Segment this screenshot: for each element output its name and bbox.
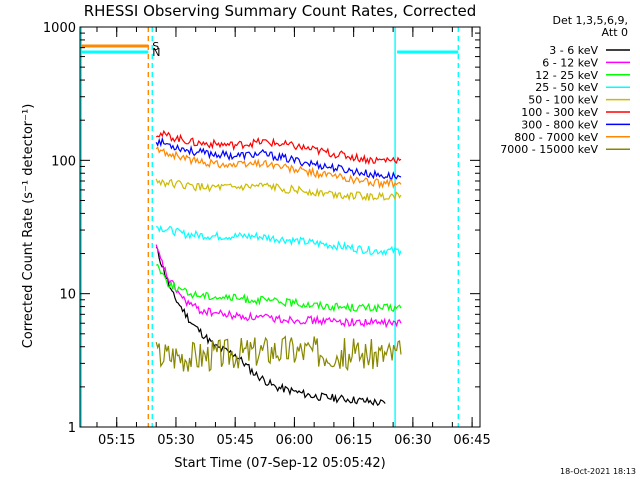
legend-header-line: Att 0 [602,26,628,39]
y-tick-label: 1 [68,421,76,436]
x-axis-label: Start Time (07-Sep-12 05:05:42) [174,456,385,471]
legend-entry-label: 50 - 100 keV [528,94,598,107]
series-line-4 [155,224,402,257]
legend-entry-label: 12 - 25 keV [535,69,598,82]
flag-label-n: N [152,46,160,59]
legend-entry-label: 7000 - 15000 keV [500,143,598,156]
flag-label-s: S [152,40,159,53]
axes: 1 10 100 1000 05:15 05:30 05:45 06:00 06:15 06:30… [43,21,491,448]
series-line-1 [155,246,386,407]
x-tick-label: 06:45 [453,433,490,448]
x-tick-label: 05:45 [216,433,253,448]
y-tick-label: 1000 [43,21,76,36]
legend-header-line: Det 1,3,5,6,9, [552,14,628,27]
x-tick-label: 06:00 [276,433,313,448]
x-tick-label: 05:15 [98,433,135,448]
series-line-3 [155,263,402,313]
series-line-2 [155,244,402,329]
legend-entry-label: 3 - 6 keV [549,44,598,57]
series-line-6 [155,129,402,166]
legend-entry-label: 6 - 12 keV [542,56,598,69]
legend-entry-label: 300 - 800 keV [521,118,598,131]
series-layer [155,129,402,407]
chart-title: RHESSI Observing Summary Count Rates, Co… [84,2,477,20]
x-tick-label: 05:30 [157,433,194,448]
series-line-7 [155,136,402,180]
series-line-5 [155,178,402,202]
plot-frame [79,26,481,428]
plot-area: SN [80,27,459,427]
y-tick-label: 100 [51,154,76,169]
x-tick-label: 06:30 [394,433,431,448]
y-tick-label: 10 [59,288,76,303]
generated-timestamp: 18-Oct-2021 18:13 [560,467,636,476]
legend-entry-label: 100 - 300 keV [521,106,598,119]
y-axis-label: Corrected Count Rate (s⁻¹ detector⁻¹) [21,104,36,349]
series-line-8 [155,146,402,190]
x-tick-label: 06:15 [335,433,372,448]
legend-entry-label: 25 - 50 keV [535,81,598,94]
legend-entry-label: 800 - 7000 keV [514,131,598,144]
series-line-9 [155,335,402,373]
